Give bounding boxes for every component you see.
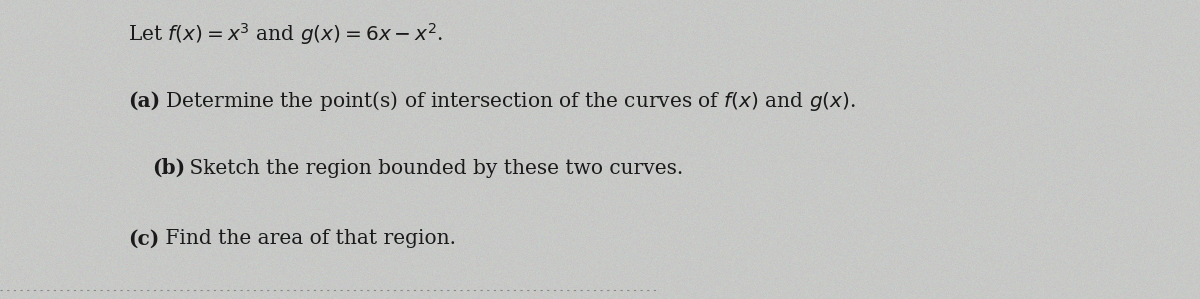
Text: Sketch the region bounded by these two curves.: Sketch the region bounded by these two c… (184, 158, 683, 178)
Text: (a): (a) (128, 91, 160, 111)
Text: (b): (b) (152, 158, 185, 178)
Text: (c): (c) (128, 229, 160, 249)
Text: Let $f(x) = x^3$ and $g(x) = 6x - x^2$.: Let $f(x) = x^3$ and $g(x) = 6x - x^2$. (128, 21, 444, 47)
Text: Determine the point(s) of intersection of the curves of $f(x)$ and $g(x)$.: Determine the point(s) of intersection o… (158, 89, 856, 113)
Text: Find the area of that region.: Find the area of that region. (158, 230, 456, 248)
